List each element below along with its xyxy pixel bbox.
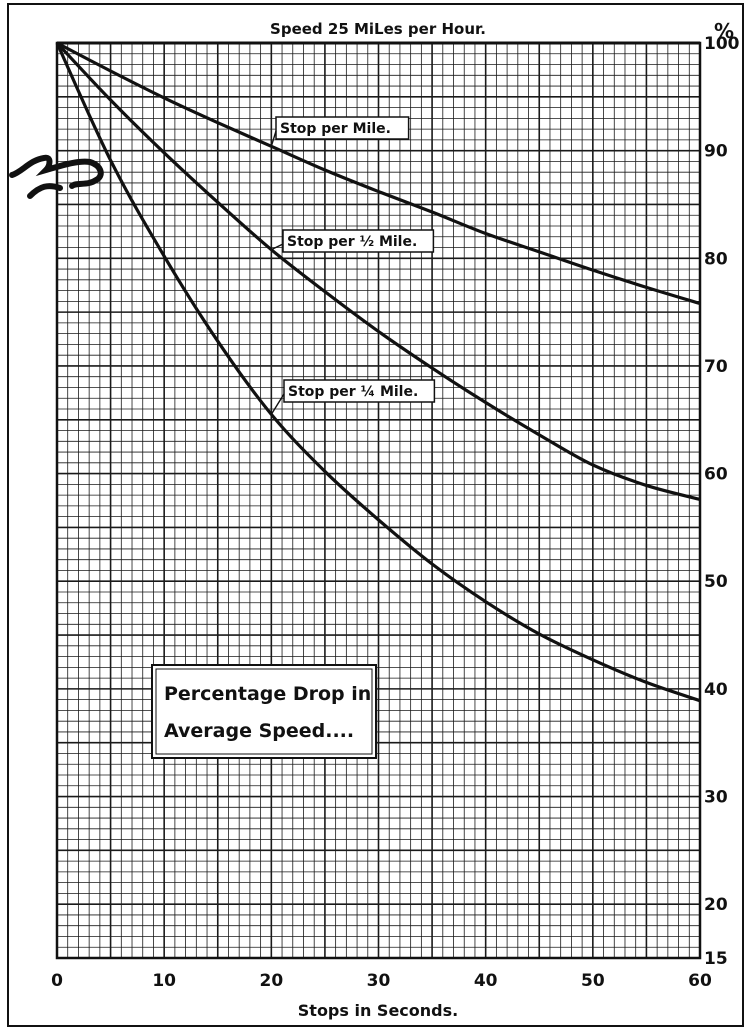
series-line-3 xyxy=(55,42,701,703)
annotation-inner-frame xyxy=(155,668,373,755)
annotation-frame xyxy=(151,664,377,759)
series-label-box xyxy=(282,229,435,253)
chart-title: Speed 25 MiLes per Hour. xyxy=(270,20,486,38)
y-tick-label: 70 xyxy=(704,357,728,377)
y-tick-label: 20 xyxy=(704,895,728,915)
series-label-1: Stop per Mile. xyxy=(270,116,410,147)
x-tick-label: 30 xyxy=(367,971,391,991)
series-label-text: Stop per ¼ Mile. xyxy=(288,384,418,400)
margin-mark xyxy=(9,154,104,199)
series-label-leader xyxy=(270,393,285,415)
y-tick-label: 15 xyxy=(704,949,728,969)
series-label-2: Stop per ½ Mile. xyxy=(271,229,435,253)
x-tick-labels: 0 10 20 30 40 50 60 xyxy=(51,971,712,991)
x-tick-label: 50 xyxy=(581,971,605,991)
x-tick-label: 10 xyxy=(152,971,176,991)
x-tick-label: 20 xyxy=(259,971,283,991)
series-lines xyxy=(55,41,701,703)
series-label-leader xyxy=(271,243,284,251)
annotation-line-1: Percentage Drop in xyxy=(164,683,371,705)
y-tick-label: 60 xyxy=(704,465,728,485)
series-label-text: Stop per Mile. xyxy=(280,121,391,137)
y-tick-label: 40 xyxy=(704,680,728,700)
series-label-text: Stop per ½ Mile. xyxy=(287,234,417,250)
series-line-1 xyxy=(56,41,701,306)
series-labels: Stop per Mile. Stop per ½ Mile. Stop per ¼… xyxy=(270,116,436,415)
annotation-box: Percentage Drop in Average Speed.... xyxy=(151,664,377,759)
sheet-frame xyxy=(7,3,744,1027)
series-label-leader xyxy=(270,130,277,147)
y-axis-unit-label: % xyxy=(714,19,734,43)
x-tick-label: 60 xyxy=(688,971,712,991)
series-label-3: Stop per ¼ Mile. xyxy=(270,379,436,415)
annotation-line-2: Average Speed.... xyxy=(164,720,354,742)
series-label-box xyxy=(275,116,410,140)
x-tick-label: 0 xyxy=(51,971,63,991)
x-tick-label: 40 xyxy=(474,971,498,991)
x-axis-label: Stops in Seconds. xyxy=(298,1001,458,1020)
series-label-box xyxy=(283,379,436,403)
plot-frame xyxy=(55,41,702,960)
series-line-2 xyxy=(55,41,701,501)
y-tick-label: 80 xyxy=(704,249,728,269)
y-tick-label: 90 xyxy=(704,142,728,162)
y-tick-label: 30 xyxy=(704,788,728,808)
y-tick-labels: 15 20 30 40 50 60 70 80 90 100 xyxy=(704,34,740,969)
y-tick-label: 50 xyxy=(704,572,728,592)
grid-major xyxy=(55,41,702,960)
y-tick-label: 100 xyxy=(704,34,740,54)
